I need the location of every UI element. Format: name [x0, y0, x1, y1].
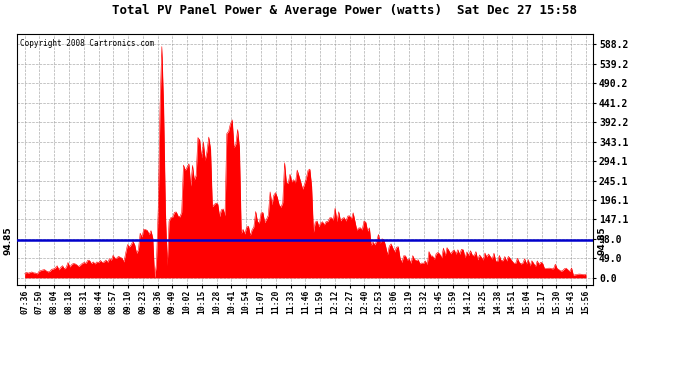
Text: 94.85: 94.85: [4, 226, 13, 255]
Text: 94.85: 94.85: [598, 226, 607, 255]
Text: Total PV Panel Power & Average Power (watts)  Sat Dec 27 15:58: Total PV Panel Power & Average Power (wa…: [112, 4, 578, 17]
Text: Copyright 2008 Cartronics.com: Copyright 2008 Cartronics.com: [20, 39, 155, 48]
